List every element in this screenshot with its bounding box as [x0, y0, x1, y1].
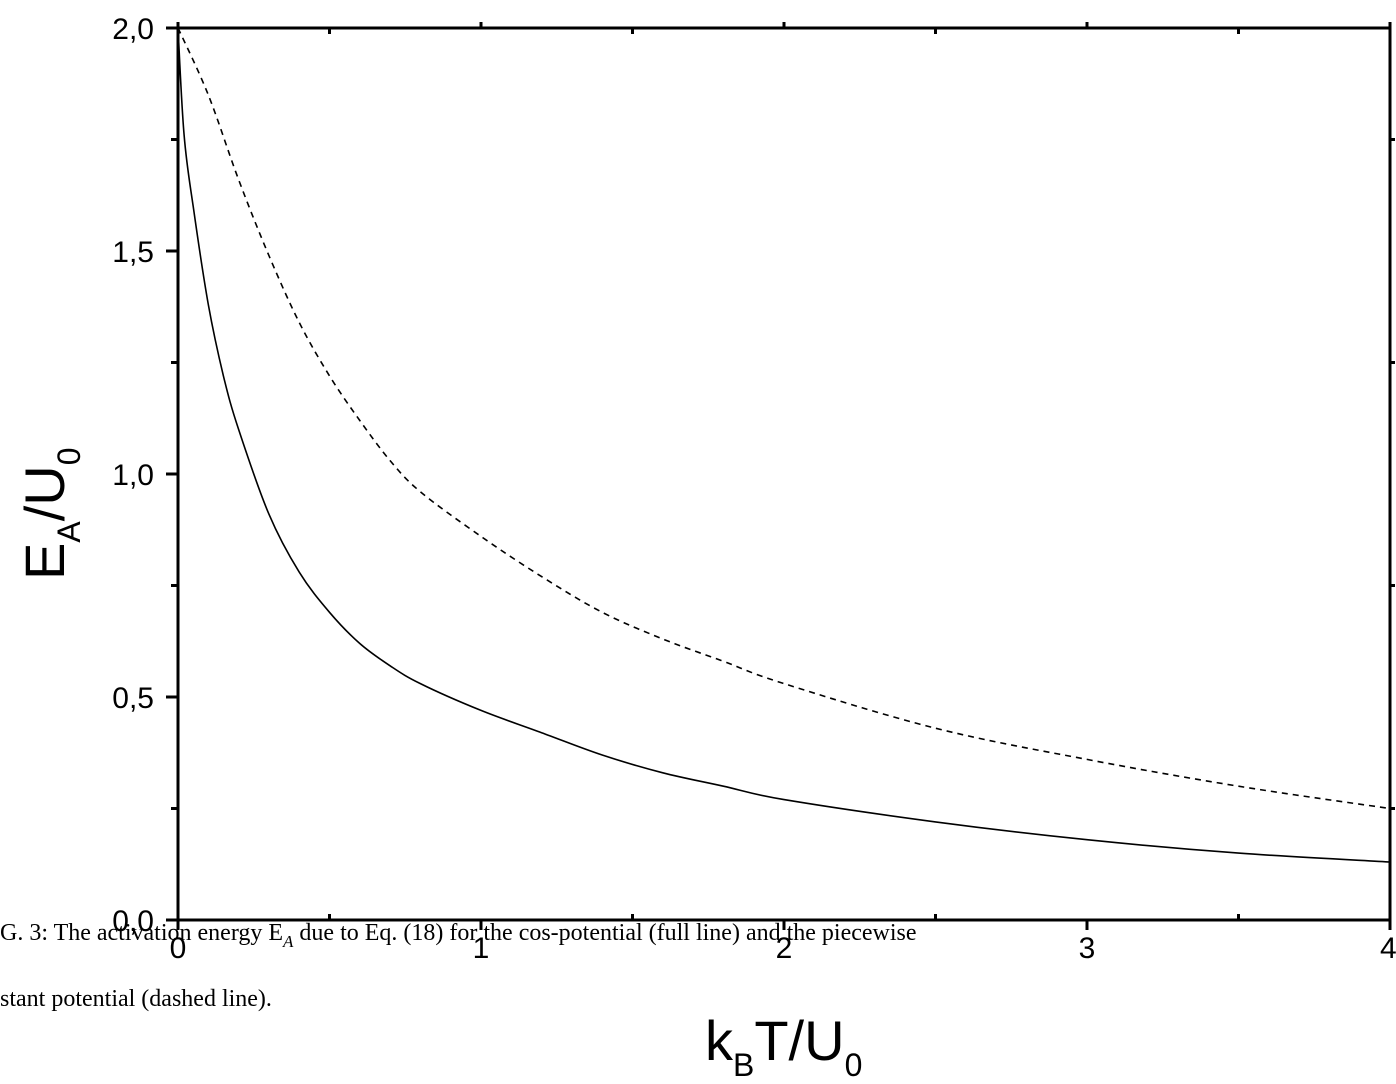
minor-ticks	[171, 28, 1395, 920]
x-tick-label: 3	[1079, 932, 1096, 965]
x-tick-label: 4	[1380, 932, 1396, 965]
y-tick-label: 1,0	[112, 459, 154, 492]
y-axis-title: EA/U0	[13, 448, 87, 581]
solid-series-line	[177, 27, 1391, 863]
y-tick-label: 0,0	[112, 905, 154, 938]
x-tick-label: 1	[473, 932, 490, 965]
x-tick-labels: 0 1 2 3 4	[170, 932, 1396, 965]
y-tick-label: 1,5	[112, 236, 154, 269]
major-ticks	[166, 22, 1392, 930]
figure-caption-line2: stant potential (dashed line).	[0, 986, 272, 1012]
y-tick-label: 0,5	[112, 682, 154, 715]
dashed-series-line	[177, 27, 1391, 810]
plot-frame	[176, 26, 1392, 922]
figure-caption-line1: G. 3: The activation energy EA due to Eq…	[0, 920, 917, 951]
x-axis-title: kBT/U0	[705, 1009, 862, 1083]
y-tick-labels: 0,0 0,5 1,0 1,5 2,0	[112, 13, 154, 938]
y-tick-label: 2,0	[112, 13, 154, 46]
series-layer	[177, 27, 1391, 863]
x-tick-label: 2	[776, 932, 793, 965]
x-tick-label: 0	[170, 932, 187, 965]
